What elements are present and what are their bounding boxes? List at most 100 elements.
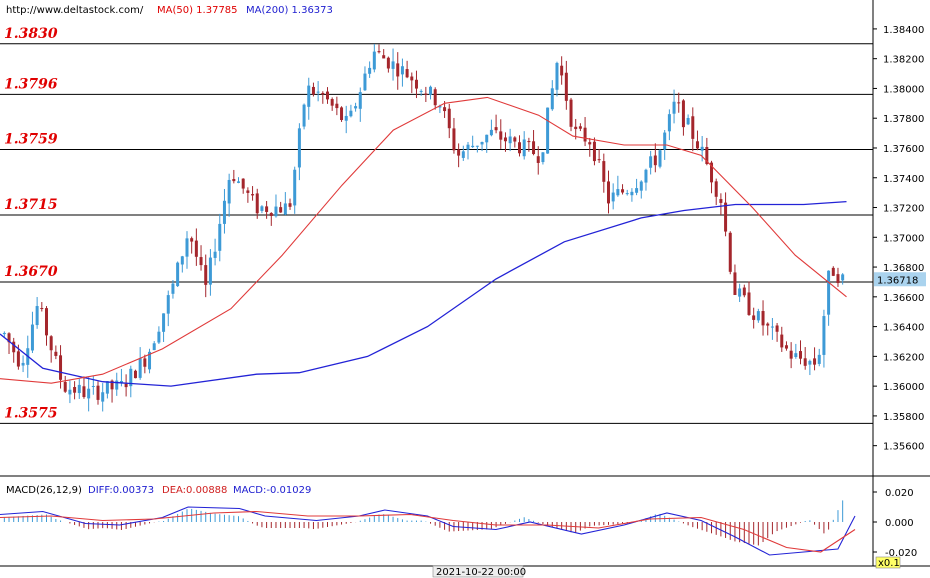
price-tick-label: 1.36600 [883,293,924,304]
candle-body [222,200,226,224]
candle-body [588,142,592,145]
candle-body [358,92,362,109]
candle-body [274,206,278,217]
candle-body [503,137,507,142]
candle-body [471,145,475,148]
candle-body [218,223,222,251]
price-tick-label: 1.38200 [883,55,924,66]
zoom-level[interactable]: x0.1 [878,558,900,569]
candle-body [817,354,821,364]
candle-body [649,156,653,168]
candle-body [260,206,264,211]
support-resistance-levels: 1.3830 1.3796 1.3759 1.3715 1.3670 1.3575 [0,26,873,424]
candle-body [452,128,456,151]
zoom-box[interactable] [875,556,901,569]
candle-body [672,101,676,114]
candle-body [30,324,34,351]
price-axis: 1.38400 1.38200 1.38000 1.37800 1.37600 1.374… [873,25,926,453]
candle-body [246,190,250,193]
candle-body [724,202,728,232]
candle-body [110,380,114,390]
candle-body [400,66,404,75]
candle-body [241,178,245,189]
level-label: 1.3759 [4,131,58,147]
candle-body [269,212,273,216]
candle-body [592,141,596,162]
price-tick-label: 1.37000 [883,233,924,244]
candle-body [35,306,39,326]
candle-body [382,55,386,59]
candle-body [63,381,67,392]
candle-body [325,91,329,100]
candle-body [625,193,629,195]
candle-body [513,137,517,142]
candle-body [742,287,746,296]
candle-body [335,103,339,109]
candle-body [635,188,639,193]
candle-body [808,360,812,365]
candle-body [16,351,20,367]
candle-body [377,51,381,53]
candle-body [190,238,194,242]
candle-body [414,79,418,89]
candle-body [429,86,433,95]
candle-body [255,193,259,214]
candle-body [527,141,531,143]
candle-body [710,162,714,183]
candle-body [480,141,484,145]
candle-body [232,179,236,182]
candle-body [54,351,58,356]
candle-body [176,262,180,287]
candle-body [372,51,376,70]
candle-body [803,358,807,366]
candle-body [475,145,479,147]
macd-tick-label: -0.020 [885,548,917,559]
candle-body [424,93,428,95]
candle-body [101,392,105,402]
candle-body [73,387,77,393]
candle-body [133,370,137,379]
candle-body [564,72,568,101]
candle-body [752,315,756,320]
candle-body [124,383,128,388]
price-tick-label: 1.35800 [883,412,924,423]
candle-body [831,267,835,276]
candle-body [368,67,372,74]
last-price-label: 1.36718 [877,275,918,286]
candle-body [494,127,498,131]
candle-body [77,384,81,394]
candle-body [405,69,409,78]
candle-body [644,169,648,183]
candle-body [714,181,718,197]
macd-diff-line [0,506,856,556]
candle-body [489,129,493,136]
candle-body [784,345,788,349]
candle-body [447,108,451,129]
candle-body [180,256,184,265]
candle-body [822,316,826,355]
cursor-date: 2021-10-22 00:00 [436,567,526,578]
candle-body [49,336,53,351]
price-tick-label: 1.36200 [883,352,924,363]
candle-body [386,57,390,69]
macd-tick-label: 0.000 [885,518,914,529]
price-tick-label: 1.36800 [883,263,924,274]
candle-body [677,102,681,104]
candle-body [775,325,779,332]
price-tick-label: 1.37800 [883,114,924,125]
candle-body [700,146,704,151]
candle-body [705,146,709,164]
candle-body [789,350,793,359]
candle-body [766,323,770,326]
candle-body [799,351,803,359]
candle-body [691,116,695,139]
candle-body [7,333,11,343]
macd-dea-label: DEA:0.00888 [162,485,227,496]
candle-body [2,332,6,335]
candle-body [302,104,306,127]
candle-body [44,308,48,336]
candle-body [606,181,610,204]
candle-body [461,151,465,158]
candle-body [307,85,311,107]
